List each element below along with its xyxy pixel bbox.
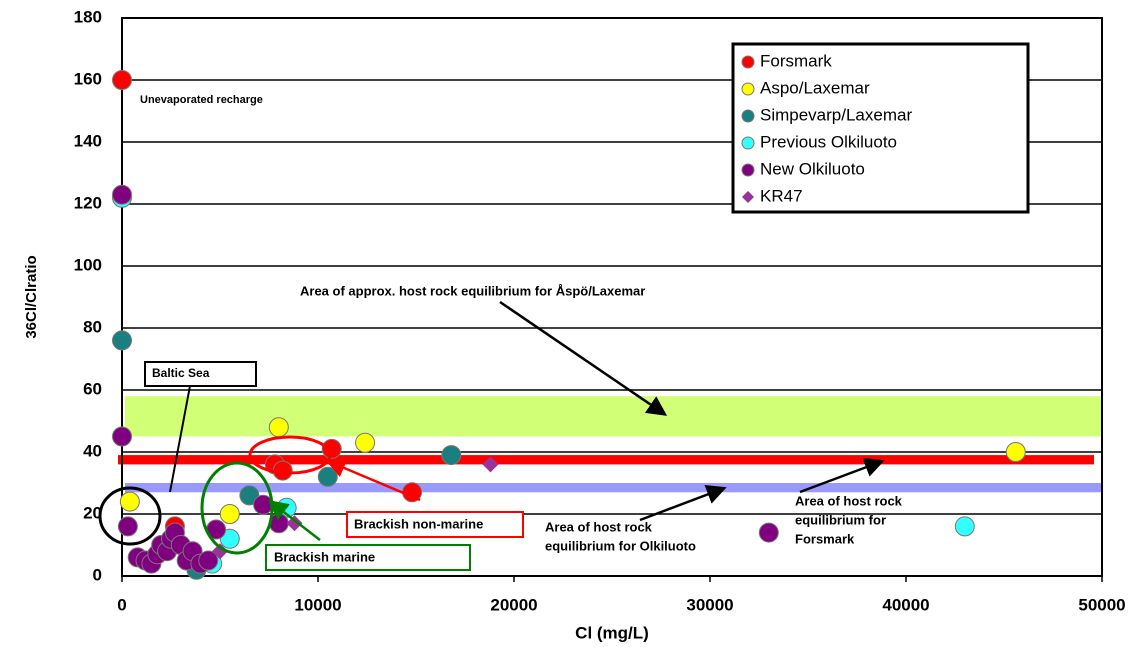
annotation: Brackish marine	[274, 549, 375, 564]
data-point	[954, 516, 975, 537]
y-tick-label: 160	[74, 69, 102, 88]
y-tick-label: 20	[83, 503, 102, 522]
legend-label: Aspo/Laxemar	[760, 78, 870, 97]
data-point	[112, 184, 132, 205]
band-label: Area of approx. host rock equilibrium fo…	[300, 283, 645, 298]
data-point	[112, 330, 132, 351]
data-point	[239, 485, 260, 506]
annotation: Baltic Sea	[152, 366, 210, 380]
arrow	[499, 300, 668, 416]
x-tick-label: 40000	[882, 595, 929, 614]
data-point	[286, 515, 303, 532]
group-outline	[248, 435, 332, 475]
band-label: equilibrium for	[795, 512, 886, 527]
legend-marker	[741, 109, 755, 123]
legend-label: Simpevarp/Laxemar	[760, 105, 912, 124]
legend-marker	[741, 136, 755, 150]
y-tick-label: 180	[74, 7, 102, 26]
data-point	[212, 543, 228, 560]
arrow	[799, 457, 885, 494]
band-label: Area of host rock	[795, 493, 903, 508]
legend-label: Previous Olkiluoto	[760, 132, 897, 151]
data-point	[198, 550, 219, 571]
x-tick-label: 0	[117, 595, 126, 614]
annotation-box	[346, 511, 524, 538]
arrow	[325, 458, 421, 502]
annotation-box	[265, 544, 471, 571]
band-label: equilibrium for Olkiluoto	[545, 538, 696, 553]
group-outline	[98, 486, 162, 546]
x-tick-label: 50000	[1078, 595, 1125, 614]
legend-marker	[741, 82, 755, 96]
x-tick-label: 30000	[686, 595, 733, 614]
arrow	[268, 499, 321, 541]
x-tick-label: 10000	[294, 595, 341, 614]
annotation-box	[144, 361, 257, 387]
legend-label: KR47	[760, 186, 803, 205]
annotation: Unevaporated recharge	[140, 94, 263, 106]
y-tick-label: 100	[74, 255, 102, 274]
data-point	[758, 522, 779, 543]
data-point	[1005, 442, 1026, 462]
legend-box	[731, 42, 1030, 214]
annotation: Brackish non-marine	[354, 516, 483, 531]
legend-marker	[742, 191, 754, 203]
arrow	[639, 484, 727, 522]
data-point	[119, 491, 140, 512]
band-label: Forsmark	[795, 531, 855, 546]
y-tick-label: 0	[93, 565, 102, 584]
equilibrium-band	[118, 455, 1094, 465]
data-point	[117, 516, 138, 537]
pointer	[169, 385, 191, 493]
y-tick-label: 140	[74, 131, 102, 150]
legend-marker	[741, 163, 755, 177]
data-point	[219, 504, 240, 524]
data-point	[112, 70, 132, 90]
legend-label: Forsmark	[760, 51, 832, 70]
y-axis-title: 36Cl/Clratio	[23, 255, 40, 338]
y-tick-label: 60	[83, 379, 102, 398]
data-point	[482, 456, 499, 473]
plot-frame	[121, 17, 1103, 577]
legend-label: New Olkiluoto	[760, 159, 865, 178]
equilibrium-band	[125, 483, 1102, 493]
x-axis-title: Cl (mg/L)	[575, 623, 649, 642]
y-tick-label: 80	[83, 317, 102, 336]
data-point	[112, 426, 132, 447]
y-tick-label: 120	[74, 193, 102, 212]
x-tick-label: 20000	[490, 595, 537, 614]
y-tick-label: 40	[83, 441, 102, 460]
data-point	[219, 528, 240, 549]
legend-marker	[741, 55, 755, 69]
data-point	[268, 417, 289, 438]
data-point	[441, 445, 462, 466]
data-point	[355, 432, 376, 453]
data-point	[321, 438, 342, 459]
data-point	[317, 466, 338, 487]
band-label: Area of host rock	[545, 519, 653, 534]
